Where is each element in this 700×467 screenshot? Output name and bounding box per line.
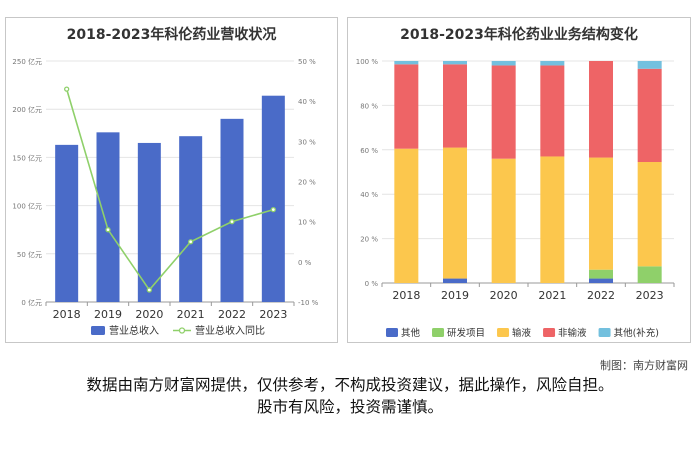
stacked-bar-segment xyxy=(443,278,467,283)
yoy-point xyxy=(64,86,70,92)
y-tick-label: 60 % xyxy=(360,147,378,155)
y-tick-label: 100 % xyxy=(356,58,379,66)
x-tick-label: 2022 xyxy=(218,308,246,321)
y-left-tick-label: 150 亿元 xyxy=(12,153,42,162)
legend-swatch-revenue xyxy=(91,326,105,335)
stacked-bar-segment xyxy=(491,65,516,159)
stacked-bar-segment xyxy=(589,269,613,279)
yoy-point xyxy=(229,219,235,225)
yoy-point xyxy=(105,227,111,233)
legend-label: 输液 xyxy=(512,327,532,339)
yoy-point xyxy=(146,287,152,293)
y-right-tick-label: 50 % xyxy=(298,58,316,66)
revenue-bar xyxy=(261,95,285,302)
legend-swatch xyxy=(497,328,510,337)
y-tick-label: 40 % xyxy=(360,191,378,199)
x-tick-label: 2018 xyxy=(392,289,420,302)
legend-marker-yoy xyxy=(178,327,186,334)
y-left-tick-label: 50 亿元 xyxy=(17,250,42,259)
stacked-bar-segment xyxy=(491,158,516,283)
y-right-tick-label: 20 % xyxy=(298,179,316,187)
revenue-bar xyxy=(179,136,203,302)
legend-label: 其他(补充) xyxy=(614,327,659,339)
revenue-chart-title: 2018-2023年科伦药业营收状况 xyxy=(66,27,277,43)
legend-label: 其他 xyxy=(401,327,421,339)
revenue-bar xyxy=(137,142,161,302)
stacked-bar-segment xyxy=(540,156,565,283)
revenue-bar xyxy=(55,144,79,302)
y-left-tick-label: 0 亿元 xyxy=(21,298,42,307)
structure-chart-title: 2018-2023年科伦药业业务结构变化 xyxy=(400,27,638,43)
x-tick-label: 2022 xyxy=(587,289,615,302)
y-left-tick-label: 250 亿元 xyxy=(12,57,42,66)
stacked-bar-segment xyxy=(443,61,467,65)
y-right-tick-label: -10 % xyxy=(298,299,319,307)
yoy-point xyxy=(270,206,276,213)
y-tick-label: 80 % xyxy=(360,102,378,110)
y-right-tick-label: 10 % xyxy=(298,219,316,227)
y-tick-label: 20 % xyxy=(360,236,378,244)
disclaimer-line-1: 数据由南方财富网提供，仅供参考，不构成投资建议，据此操作，风险自担。 xyxy=(86,376,614,394)
x-tick-label: 2021 xyxy=(538,289,566,302)
disclaimer: 数据由南方财富网提供，仅供参考，不构成投资建议，据此操作，风险自担。 股市有风险… xyxy=(0,374,700,418)
x-tick-label: 2019 xyxy=(441,289,469,302)
yoy-point xyxy=(188,239,194,245)
x-tick-label: 2018 xyxy=(53,308,81,321)
disclaimer-line-2: 股市有风险，投资需谨慎。 xyxy=(256,398,443,416)
legend-swatch xyxy=(543,328,556,337)
legend-swatch xyxy=(386,328,398,337)
revenue-bar xyxy=(220,118,244,302)
stacked-bar-segment xyxy=(394,64,419,149)
y-left-tick-label: 100 亿元 xyxy=(12,202,42,211)
stacked-bar-segment xyxy=(637,162,662,267)
revenue-chart-panel: 2018-2023年科伦药业营收状况 0 亿元 50 亿元 100 亿元 150 亿元… xyxy=(5,17,338,343)
y-left-tick-label: 200 亿元 xyxy=(12,105,42,114)
legend-label: 非输液 xyxy=(558,327,587,339)
yoy-line xyxy=(65,88,274,292)
x-tick-label: 2020 xyxy=(490,289,518,302)
stacked-bar-segment xyxy=(589,278,613,283)
legend-swatch xyxy=(598,328,611,337)
x-tick-label: 2021 xyxy=(177,308,205,321)
credit-label: 制图：南方财富网 xyxy=(600,359,688,372)
stacked-bar-segment xyxy=(540,61,565,66)
structure-chart-panel: 2018-2023年科伦药业业务结构变化 0 % 20 % 40 % 60 % 80 %… xyxy=(347,17,691,343)
revenue-bar xyxy=(96,132,120,302)
stacked-bar-segment xyxy=(394,148,419,283)
legend-label-revenue: 营业总收入 xyxy=(109,324,159,337)
y-right-tick-label: 30 % xyxy=(298,138,316,146)
stacked-bar-segment xyxy=(637,61,662,69)
x-tick-label: 2023 xyxy=(636,289,664,302)
stacked-bar-segment xyxy=(589,157,613,270)
y-right-tick-label: 40 % xyxy=(298,98,316,106)
stacked-bar-segment xyxy=(637,266,662,283)
stacked-bar-segment xyxy=(443,64,467,148)
legend-label: 研发项目 xyxy=(447,327,485,339)
y-tick-label: 0 % xyxy=(365,280,379,288)
stacked-bar-segment xyxy=(394,61,419,65)
structure-chart: 0 % 20 % 40 % 60 % 80 % 100 % 2018 2019 2020 2021… xyxy=(356,58,675,339)
legend-label-yoy: 营业总收入同比 xyxy=(195,324,265,337)
y-right-tick-label: 0 % xyxy=(298,259,312,267)
revenue-chart: 0 亿元 50 亿元 100 亿元 150 亿元 200 亿元 250 亿元 -10 % 0 … xyxy=(12,57,319,337)
stacked-bar-segment xyxy=(491,61,516,66)
stacked-bar-segment xyxy=(443,147,467,279)
x-tick-label: 2023 xyxy=(259,308,287,321)
stacked-bar-segment xyxy=(637,68,662,163)
x-tick-label: 2019 xyxy=(94,308,122,321)
stacked-bar-segment xyxy=(589,61,613,158)
x-tick-label: 2020 xyxy=(135,308,163,321)
legend-swatch xyxy=(432,328,445,337)
stacked-bar-segment xyxy=(540,65,565,157)
